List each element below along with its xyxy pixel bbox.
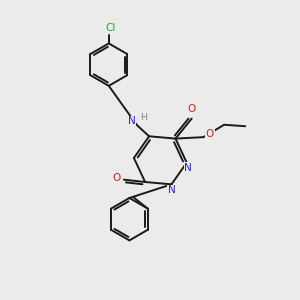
Text: N: N	[168, 185, 176, 195]
Text: O: O	[206, 129, 214, 139]
Text: H: H	[140, 112, 147, 122]
Text: O: O	[112, 173, 121, 183]
Text: O: O	[188, 104, 196, 114]
Text: N: N	[128, 116, 135, 126]
Text: Cl: Cl	[105, 23, 116, 33]
Text: N: N	[184, 163, 192, 173]
